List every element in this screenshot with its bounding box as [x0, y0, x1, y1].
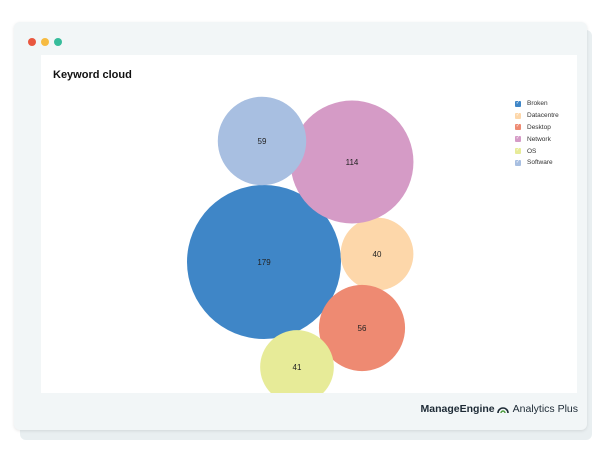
window-controls: [28, 38, 62, 46]
chart-panel: 179 40 56 114 41 59 Keyword cloud ✓ Broken ✓ Dat…: [41, 55, 577, 393]
bubble-software[interactable]: 59: [217, 96, 307, 186]
minimize-dot-icon[interactable]: [41, 38, 49, 46]
checkmark-icon: ✓: [515, 147, 521, 154]
bubble-value-label: 114: [346, 158, 359, 167]
legend-label: OS: [527, 147, 537, 155]
legend-checkbox-icon[interactable]: ✓: [515, 111, 521, 119]
legend-checkbox-icon[interactable]: ✓: [515, 158, 521, 166]
legend-checkbox-icon[interactable]: ✓: [515, 123, 521, 131]
dashboard-window: 179 40 56 114 41 59 Keyword cloud ✓ Broken ✓ Dat…: [14, 22, 587, 430]
legend-label: Datacentre: [527, 112, 559, 120]
bubble-os[interactable]: 41: [260, 330, 334, 393]
legend-label: Broken: [527, 100, 548, 108]
checkmark-icon: ✓: [515, 99, 521, 106]
legend-label: Desktop: [527, 123, 551, 131]
bubble-network[interactable]: 114: [290, 100, 414, 224]
bubble-datacentre[interactable]: 40: [340, 217, 414, 291]
checkmark-icon: ✓: [515, 135, 521, 142]
bubble-broken[interactable]: 179: [187, 185, 341, 339]
checkmark-icon: ✓: [515, 111, 521, 118]
bubble-circle-network[interactable]: [290, 100, 414, 224]
bubble-circle-desktop[interactable]: [318, 284, 406, 372]
checkmark-icon: ✓: [515, 123, 521, 130]
bubble-circle-datacentre[interactable]: [340, 217, 414, 291]
chart-legend: ✓ Broken ✓ Datacentre ✓ Desktop ✓ Network ✓ OS ✓ So…: [515, 98, 559, 169]
legend-checkbox-icon[interactable]: ✓: [515, 147, 521, 155]
legend-label: Network: [527, 135, 551, 143]
legend-item-os[interactable]: ✓ OS: [515, 145, 559, 157]
maximize-dot-icon[interactable]: [54, 38, 62, 46]
brand-footer: ManageEngine Analytics Plus: [421, 403, 578, 415]
bubble-value-label: 179: [257, 258, 271, 267]
brand-name-bold: ManageEngine: [420, 403, 495, 415]
bubble-chart: 179 40 56 114 41 59: [187, 96, 414, 393]
legend-item-network[interactable]: ✓ Network: [515, 133, 559, 145]
brand-name-regular: Analytics Plus: [512, 403, 578, 415]
legend-item-software[interactable]: ✓ Software: [515, 157, 559, 169]
chart-title: Keyword cloud: [53, 69, 132, 81]
legend-item-desktop[interactable]: ✓ Desktop: [515, 122, 559, 134]
legend-item-broken[interactable]: ✓ Broken: [515, 98, 559, 110]
legend-checkbox-icon[interactable]: ✓: [515, 135, 521, 143]
checkmark-icon: ✓: [515, 158, 521, 165]
legend-item-datacentre[interactable]: ✓ Datacentre: [515, 110, 559, 122]
bubble-value-label: 56: [358, 324, 367, 333]
bubble-value-label: 41: [293, 363, 302, 372]
bubble-desktop[interactable]: 56: [318, 284, 406, 372]
legend-label: Software: [527, 159, 553, 167]
manageengine-arc-icon: [496, 407, 509, 414]
bubble-value-label: 40: [373, 250, 382, 259]
legend-checkbox-icon[interactable]: ✓: [515, 99, 521, 107]
bubble-value-label: 59: [258, 137, 267, 146]
bubble-circle-software[interactable]: [217, 96, 307, 186]
close-dot-icon[interactable]: [28, 38, 36, 46]
bubble-circle-broken[interactable]: [187, 185, 341, 339]
bubble-circle-os[interactable]: [260, 330, 334, 393]
